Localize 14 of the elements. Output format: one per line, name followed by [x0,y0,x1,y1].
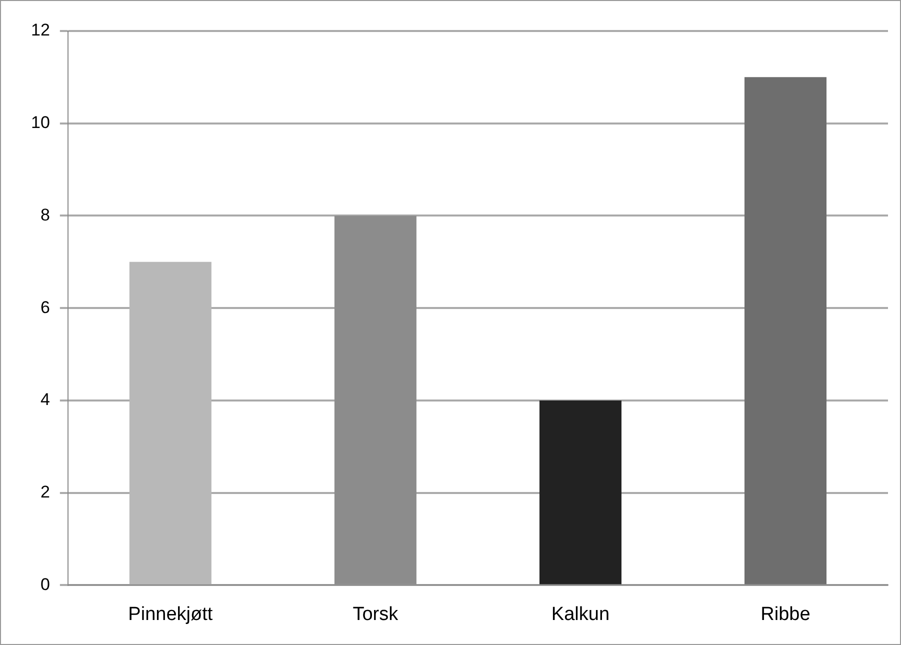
x-tick-label: Pinnekjøtt [128,604,214,625]
y-tick-label: 2 [40,482,50,502]
x-tick-label: Torsk [352,604,399,625]
y-tick-label: 10 [30,113,50,132]
bar [744,77,826,584]
bar [129,262,212,584]
x-tick-label: Ribbe [760,604,810,625]
y-tick-label: 8 [40,205,50,224]
x-tick-label: Kalkun [551,604,610,625]
y-tick-label: 0 [40,574,50,594]
y-tick-label: 12 [30,20,50,40]
y-tick-label: 4 [40,390,50,410]
bar [539,400,622,584]
y-tick-label: 6 [40,298,50,317]
